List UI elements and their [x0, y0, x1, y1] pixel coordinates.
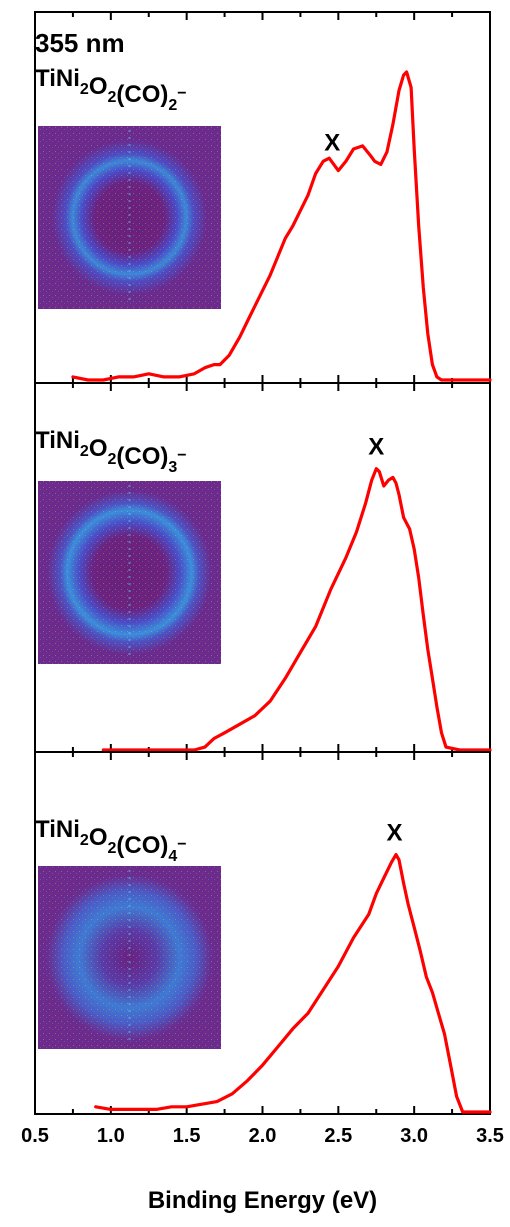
spectrum-panel-2: X TiNi2O2(CO)3−	[34, 382, 492, 753]
x-tick-label: 2.0	[249, 1125, 277, 1147]
spectrum-panel-3: X TiNi2O2(CO)4−	[34, 751, 492, 1115]
spectrum-panel-1: X 355 nm TiNi2O2(CO)2−	[34, 11, 492, 384]
peak-marker-label: X	[368, 434, 384, 461]
photoelectron-image-inset	[38, 866, 221, 1049]
spectrum-line	[71, 70, 492, 382]
spectrum-line	[94, 853, 492, 1114]
x-tick-label: 1.0	[97, 1125, 125, 1147]
species-label: TiNi2O2(CO)3−	[35, 427, 187, 476]
x-axis-title: Binding Energy (eV)	[148, 1187, 377, 1214]
x-tick-label: 2.5	[324, 1125, 352, 1147]
spectrum-line	[101, 467, 492, 752]
x-tick-label: 1.5	[173, 1125, 201, 1147]
wavelength-label: 355 nm	[35, 28, 125, 58]
photoelectron-image-inset	[38, 481, 221, 664]
peak-marker-label: X	[324, 129, 340, 156]
species-label: TiNi2O2(CO)4−	[35, 816, 187, 865]
photoelectron-image-inset	[38, 126, 221, 309]
x-tick-label: 3.0	[400, 1125, 428, 1147]
peak-marker-label: X	[386, 820, 402, 847]
x-tick-label: 3.5	[476, 1125, 504, 1147]
x-axis: 0.5 1.0 1.5 2.0 2.5 3.0 3.5 Binding Energy (eV)	[21, 1125, 504, 1214]
species-label: TiNi2O2(CO)2−	[35, 65, 187, 114]
x-tick-label: 0.5	[21, 1125, 49, 1147]
